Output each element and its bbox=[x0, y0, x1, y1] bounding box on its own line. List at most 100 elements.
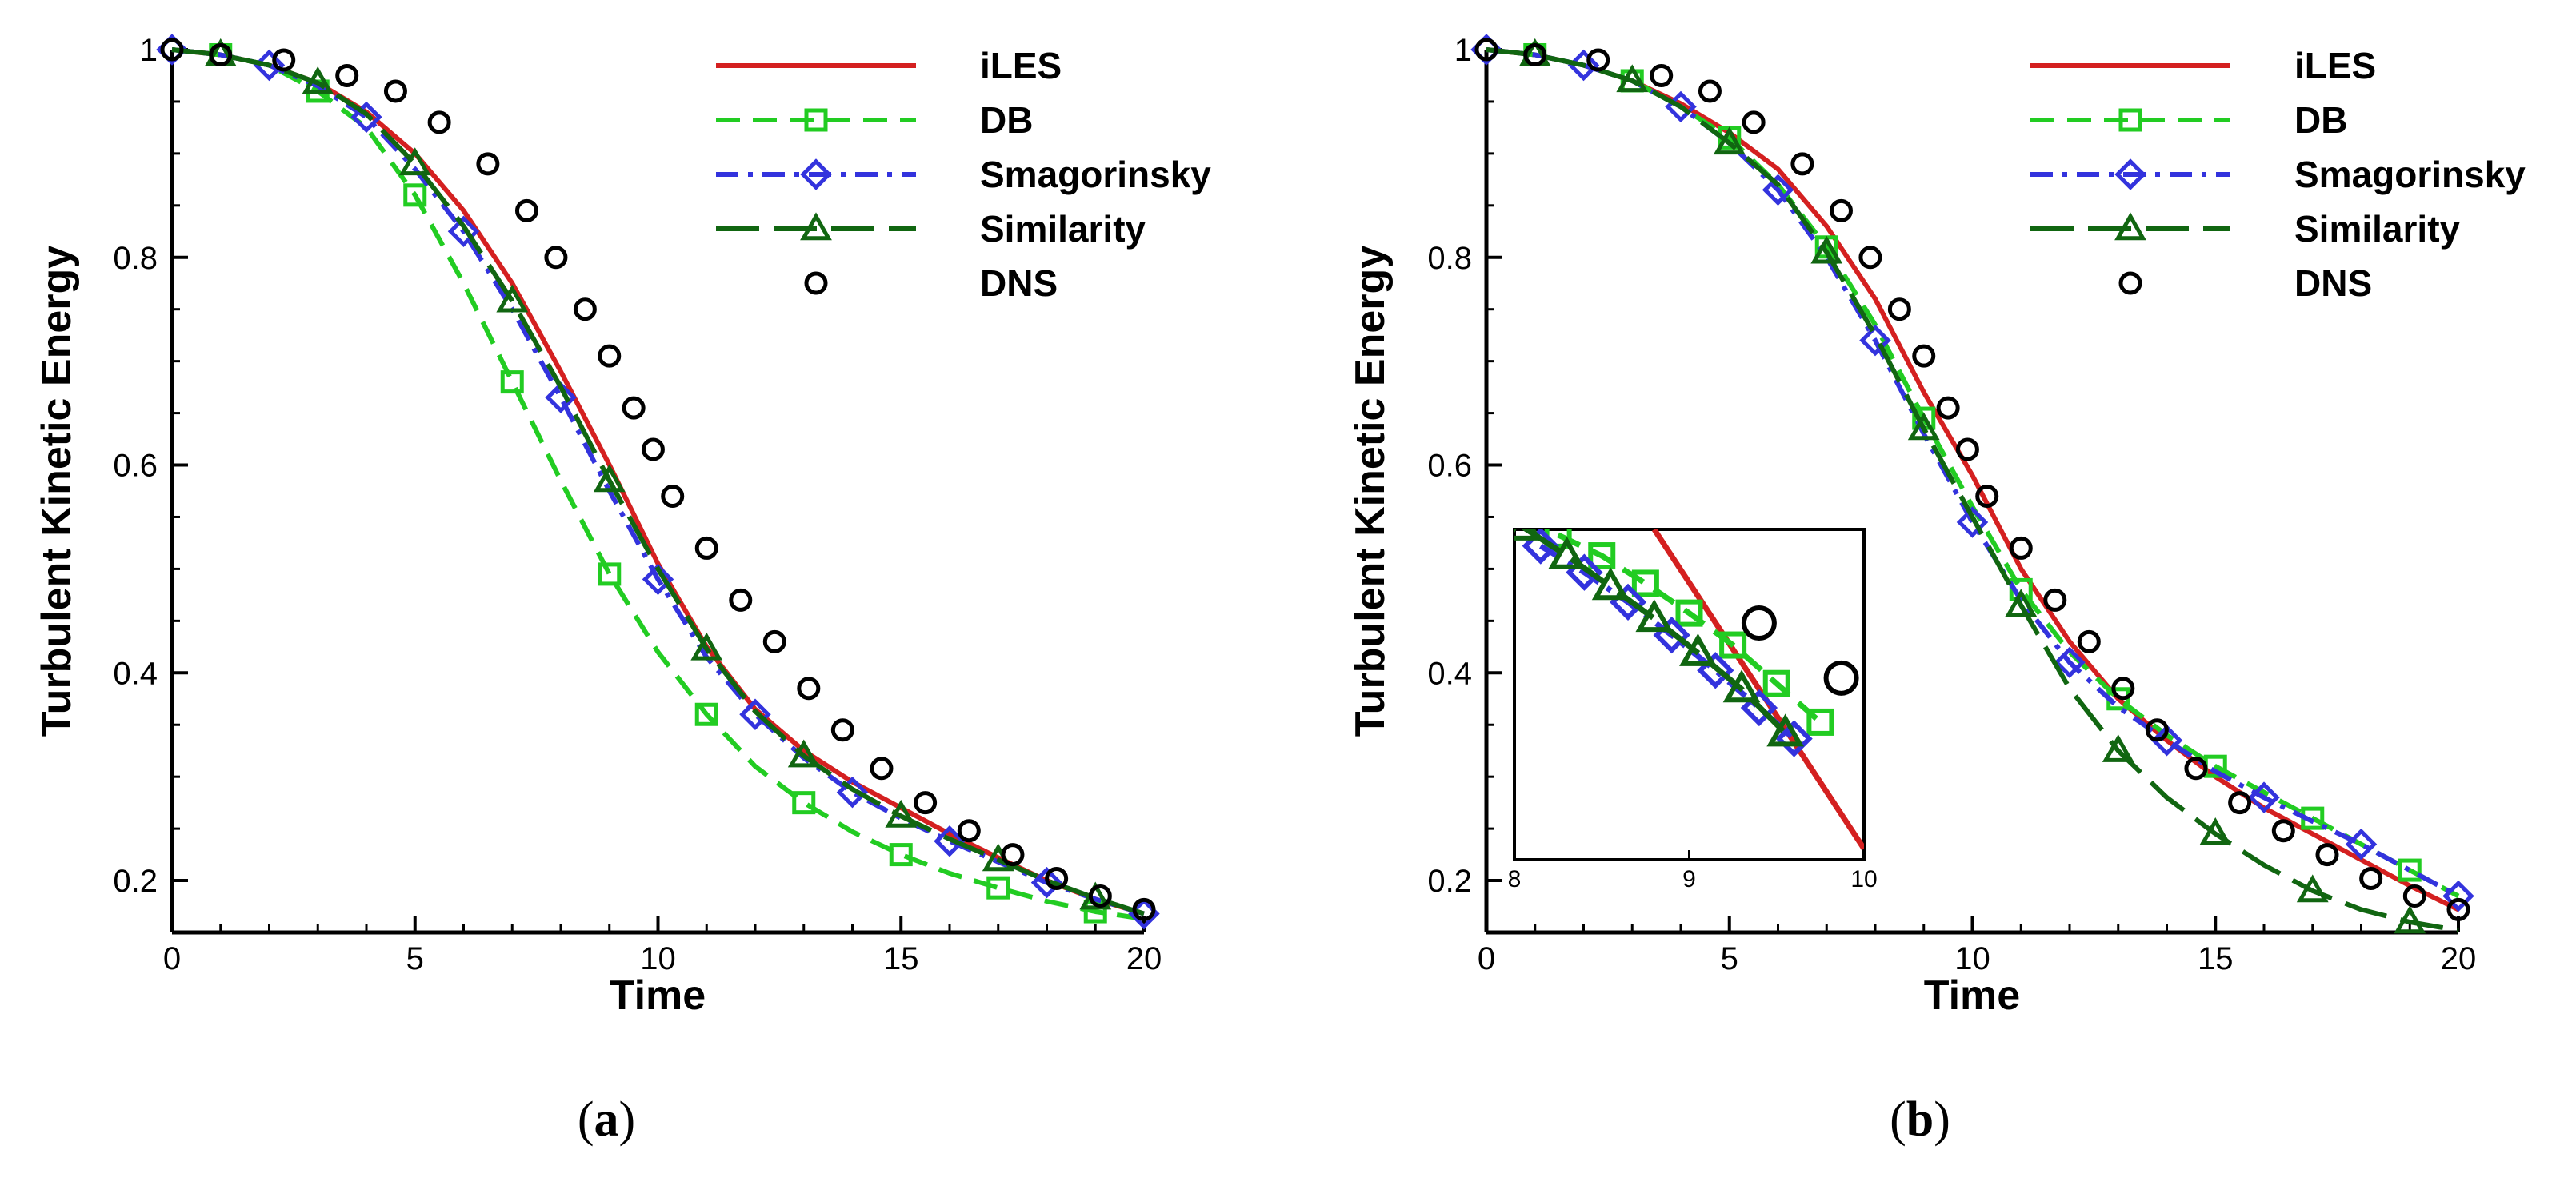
data-point bbox=[2394, 905, 2426, 934]
series-line bbox=[171, 47, 1145, 916]
inset-x-tick-label: 8 bbox=[1508, 866, 1522, 892]
data-point bbox=[2442, 880, 2474, 912]
legend-swatch-marker bbox=[804, 271, 828, 295]
legend-swatch-marker bbox=[800, 212, 832, 241]
inset-data-point bbox=[1675, 599, 1703, 627]
y-axis-label: Turbulent Kinetic Energy bbox=[1347, 246, 1394, 737]
inset-data-point bbox=[1522, 529, 1559, 565]
inset-data-point bbox=[1631, 569, 1659, 597]
data-point bbox=[1858, 246, 1882, 270]
y-axis-label: Turbulent Kinetic Energy bbox=[34, 246, 80, 737]
data-point bbox=[2009, 536, 2033, 560]
inset-data-point bbox=[1806, 708, 1834, 736]
data-point bbox=[350, 101, 382, 134]
inset-data-point bbox=[1740, 689, 1778, 727]
inset-data-point bbox=[1775, 720, 1813, 757]
legend-swatch-marker bbox=[2118, 108, 2142, 132]
panel-label-b: b bbox=[1906, 1092, 1934, 1147]
inset-data-point bbox=[1762, 669, 1790, 697]
data-point bbox=[593, 464, 626, 493]
chart-panel-a: 0 5 10 15 20 0.2 0.4 0.6 0.8 1 iLES DB Smagorinsky S… bbox=[34, 33, 1211, 1147]
data-point bbox=[694, 702, 718, 726]
data-point bbox=[1088, 884, 1112, 908]
x-tick-label: 20 bbox=[2441, 941, 2477, 976]
data-point bbox=[2271, 819, 2295, 843]
x-tick-label: 15 bbox=[2198, 941, 2234, 976]
data-point bbox=[836, 776, 869, 809]
data-point bbox=[1045, 866, 1069, 890]
data-point bbox=[2199, 817, 2232, 845]
legend-item-iles: iLES bbox=[716, 45, 1062, 86]
y-tick-label: 0.8 bbox=[1427, 241, 1472, 276]
legend-swatch-marker bbox=[2114, 158, 2146, 190]
data-point bbox=[1912, 344, 1936, 368]
data-point bbox=[792, 791, 816, 815]
data-point bbox=[2005, 589, 2038, 617]
data-point bbox=[1790, 152, 1814, 176]
legend-label: DB bbox=[980, 99, 1033, 141]
data-point bbox=[762, 629, 786, 653]
data-point bbox=[729, 588, 753, 612]
data-point bbox=[1586, 48, 1610, 72]
panel-caption-b: (b) bbox=[1890, 1092, 1950, 1147]
inset-series-line bbox=[1651, 529, 1864, 851]
data-point bbox=[2077, 629, 2101, 653]
data-point bbox=[302, 66, 334, 94]
inset-series-db bbox=[1544, 529, 1834, 736]
y-tick-label: 0.4 bbox=[1427, 656, 1472, 691]
series-line bbox=[171, 47, 1145, 922]
data-point bbox=[2228, 791, 2252, 815]
x-tick-label: 5 bbox=[406, 941, 424, 976]
chart-panel-b: 0 5 10 15 20 0.2 0.4 0.6 0.8 1 iLES DB Smagorinsky S… bbox=[1347, 33, 2526, 1147]
data-point bbox=[934, 825, 966, 857]
inset-data-point bbox=[1591, 567, 1630, 601]
y-tick-label: 0.4 bbox=[113, 656, 158, 691]
data-point bbox=[885, 799, 918, 828]
data-point bbox=[2054, 646, 2086, 679]
data-point bbox=[986, 876, 1010, 900]
data-point bbox=[1936, 396, 1960, 420]
data-point bbox=[1567, 49, 1600, 82]
data-point bbox=[1956, 506, 1989, 538]
data-point bbox=[914, 791, 938, 815]
data-point bbox=[598, 562, 622, 586]
data-point bbox=[1616, 64, 1649, 93]
legend-label: Similarity bbox=[980, 208, 1146, 250]
inset-data-point bbox=[1514, 529, 1542, 541]
legend-label: iLES bbox=[980, 45, 1062, 86]
inset-data-point bbox=[1766, 713, 1805, 747]
data-point bbox=[1742, 110, 1766, 134]
inset-x-tick-label: 9 bbox=[1682, 866, 1696, 892]
x-axis-label: Time bbox=[1924, 972, 2020, 1019]
data-point bbox=[739, 698, 771, 730]
data-point bbox=[1698, 79, 1722, 103]
inset-series-line bbox=[1557, 532, 1822, 725]
x-tick-label: 10 bbox=[640, 941, 676, 976]
panel-label-a: a bbox=[594, 1092, 619, 1147]
data-point bbox=[2398, 858, 2422, 882]
data-point bbox=[1001, 843, 1025, 867]
inset-data-point bbox=[1588, 542, 1616, 570]
x-tick-label: 0 bbox=[163, 941, 181, 976]
data-point bbox=[2402, 884, 2426, 908]
legend: iLES DB Smagorinsky Similarity DNS bbox=[716, 45, 1211, 304]
data-point bbox=[1650, 63, 1674, 87]
inset-data-point bbox=[1679, 633, 1717, 666]
legend-swatch-marker bbox=[804, 108, 828, 132]
data-point bbox=[2359, 866, 2383, 890]
data-point bbox=[272, 48, 296, 72]
data-point bbox=[500, 370, 524, 394]
data-point bbox=[2184, 757, 2208, 781]
inset-series-similarity bbox=[1514, 529, 1805, 747]
data-point bbox=[2145, 718, 2169, 742]
data-point bbox=[1132, 897, 1156, 921]
inset-zoom: 8 9 10 bbox=[1508, 528, 1878, 892]
legend-item-iles: iLES bbox=[2030, 45, 2376, 86]
data-point bbox=[496, 284, 529, 313]
x-tick-label: 0 bbox=[1478, 941, 1495, 976]
data-point bbox=[2102, 734, 2134, 762]
data-point bbox=[573, 297, 597, 321]
data-point bbox=[787, 739, 820, 768]
inset-series-dns bbox=[1741, 605, 1859, 696]
